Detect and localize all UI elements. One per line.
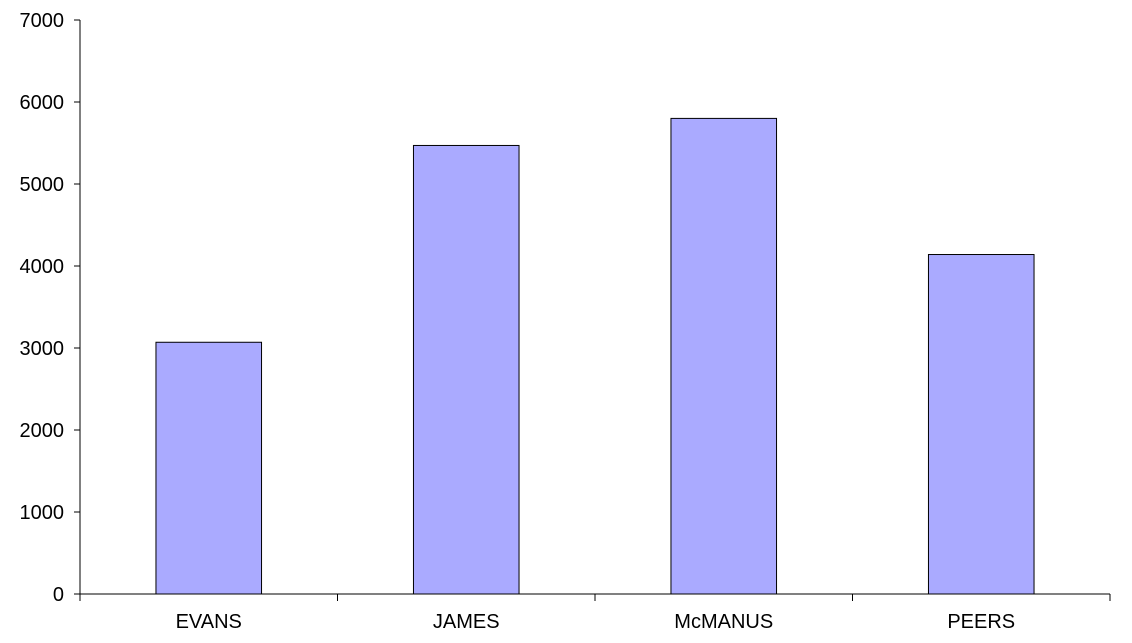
y-tick-label: 4000 — [20, 256, 65, 278]
x-tick-label: PEERS — [947, 611, 1015, 633]
y-tick-label: 3000 — [20, 338, 65, 360]
bar-evans — [155, 341, 263, 595]
x-tick-label: McMANUS — [674, 611, 773, 633]
bars — [155, 117, 1035, 595]
y-axis: 0 1000 2000 3000 4000 5000 6000 7000 — [20, 10, 81, 606]
y-tick-label: 1000 — [20, 502, 65, 524]
x-tick-label: JAMES — [433, 611, 500, 633]
bar-peers — [927, 254, 1035, 595]
x-tick-label: EVANS — [176, 611, 242, 633]
y-tick-label: 5000 — [20, 174, 65, 196]
bar-mcmanus — [670, 117, 778, 595]
x-axis: EVANS JAMES McMANUS PEERS — [79, 593, 1111, 633]
y-tick-label: 2000 — [20, 420, 65, 442]
y-tick-label: 7000 — [20, 10, 65, 32]
bar-james — [412, 144, 520, 595]
y-tick-label: 0 — [53, 584, 64, 606]
y-tick-label: 6000 — [20, 92, 65, 114]
